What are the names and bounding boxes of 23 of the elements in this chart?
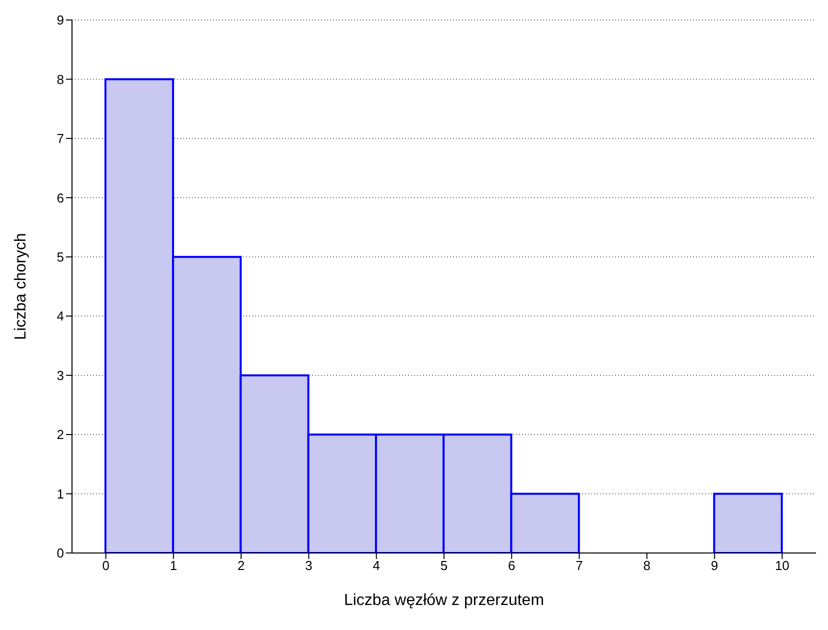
y-tick-label: 5 bbox=[56, 250, 64, 265]
y-tick-label: 8 bbox=[56, 72, 64, 87]
y-tick-label: 1 bbox=[56, 486, 64, 502]
y-tick-label: 4 bbox=[56, 308, 64, 324]
y-tick-label: 2 bbox=[56, 427, 64, 442]
x-tick-label: 10 bbox=[774, 558, 790, 574]
y-tick-label: 0 bbox=[56, 546, 64, 561]
x-tick-label: 1 bbox=[170, 558, 178, 574]
x-tick-label: 6 bbox=[508, 558, 516, 574]
y-tick-label: 3 bbox=[56, 368, 64, 383]
x-tick-label: 3 bbox=[305, 558, 312, 574]
y-tick-label: 9 bbox=[56, 12, 64, 28]
y-axis-title: Liczba chorych bbox=[12, 233, 30, 340]
x-tick-label: 8 bbox=[643, 558, 651, 574]
x-tick-label: 4 bbox=[372, 558, 380, 574]
x-tick-label: 7 bbox=[576, 558, 583, 574]
x-tick-label: 0 bbox=[102, 558, 110, 574]
x-axis-title: Liczba węzłów z przerzutem bbox=[344, 592, 544, 609]
x-tick-label: 9 bbox=[710, 558, 718, 574]
y-tick-label: 7 bbox=[56, 131, 64, 146]
x-tick-label: 5 bbox=[440, 558, 448, 574]
y-tick-label: 6 bbox=[56, 190, 64, 206]
x-tick-label: 2 bbox=[237, 558, 245, 574]
